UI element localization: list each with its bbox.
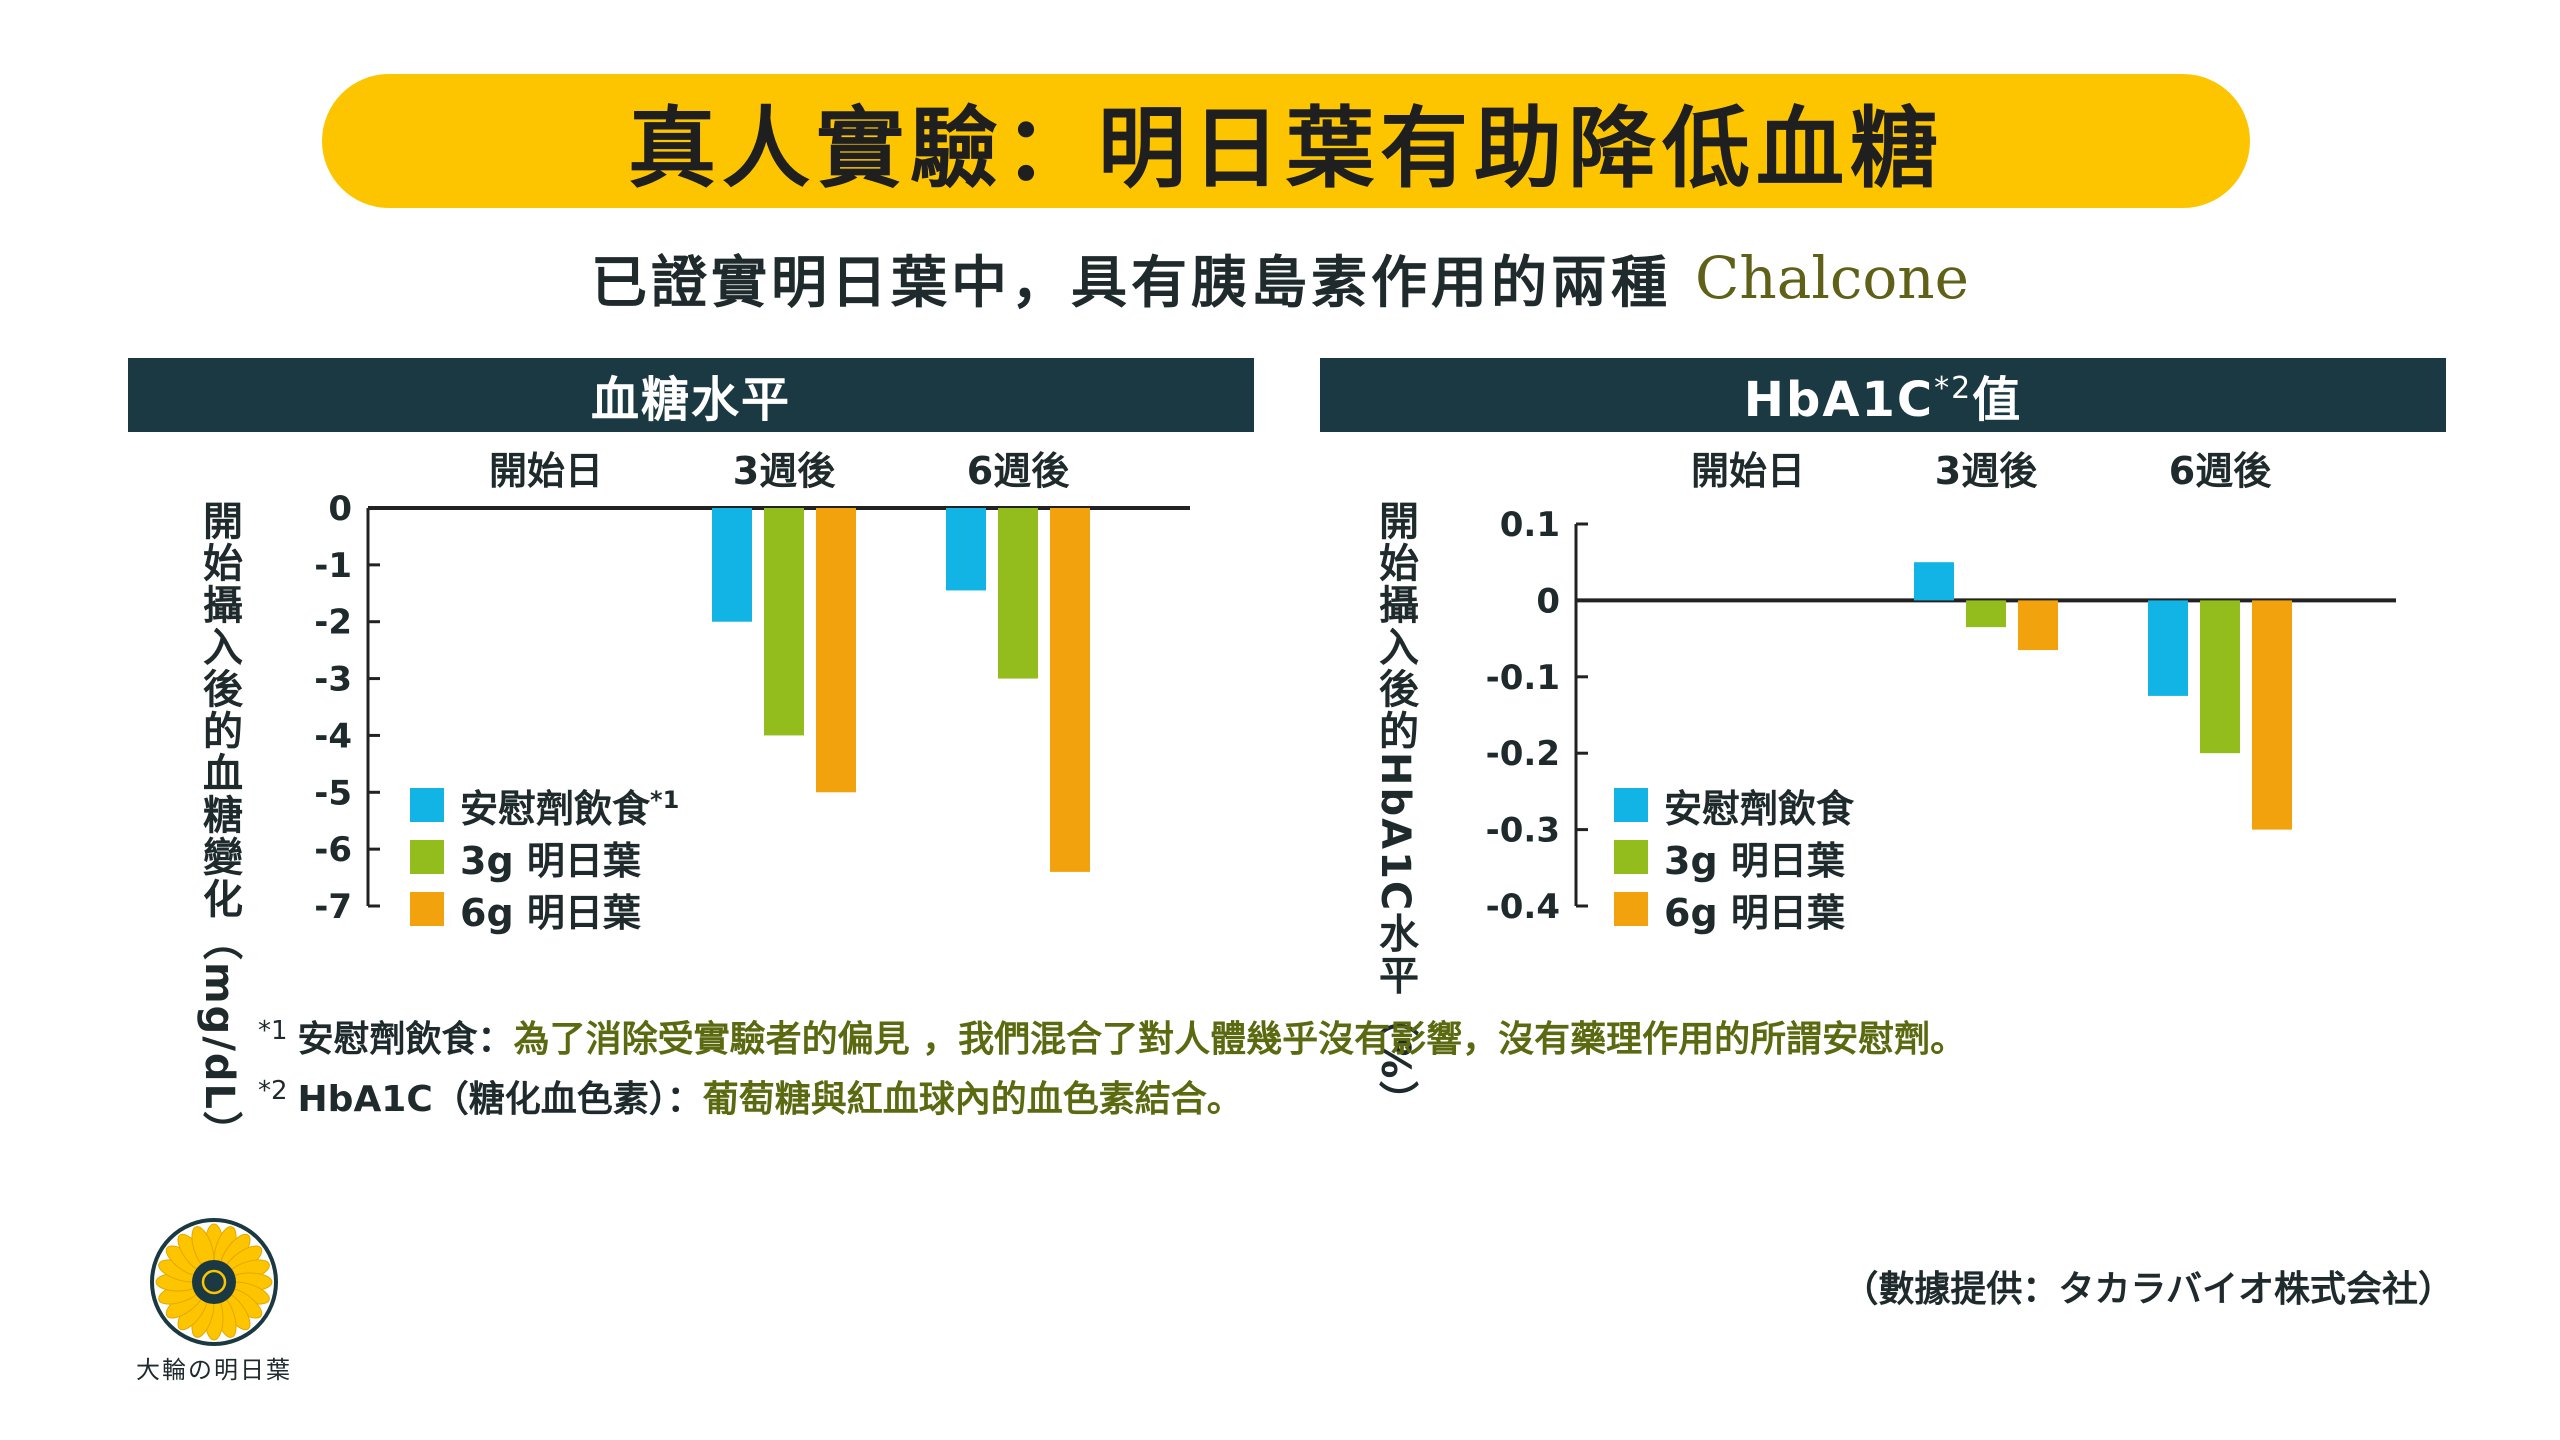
blood-sugar-y-axis-title: 開始攝入後的血糖變化（mg/dL） bbox=[196, 500, 242, 1154]
y-tick-label: -2 bbox=[314, 603, 352, 643]
hba1c-legend-label-6g: 6g 明日葉 bbox=[1664, 890, 1845, 935]
bar bbox=[764, 508, 804, 736]
footnote-text-1: 為了消除受實驗者的偏見 ，我們混合了對人體幾乎沒有影響，沒有藥理作用的所謂安慰劑… bbox=[513, 1019, 1967, 1060]
footnote-mark-1: *1 bbox=[258, 1016, 288, 1046]
brand-name: 大輪の明日葉 bbox=[136, 1356, 292, 1384]
x-category-label: 3週後 bbox=[733, 449, 836, 493]
hba1c-legend-swatch-3g bbox=[1614, 840, 1648, 874]
footnote-hba1c: *2 HbA1C（糖化血色素）：葡萄糖與紅血球內的血色素結合。 bbox=[258, 1070, 1243, 1122]
bar bbox=[2200, 600, 2240, 754]
y-tick-label: -0.3 bbox=[1486, 811, 1560, 851]
bar bbox=[946, 508, 986, 591]
blood-sugar-panel-title: 血糖水平 bbox=[590, 372, 791, 428]
hba1c-legend-swatch-placebo bbox=[1614, 788, 1648, 822]
hba1c-legend-item-3g: 3g 明日葉 bbox=[1614, 838, 1854, 883]
y-tick-label: -7 bbox=[314, 887, 352, 927]
x-category-label: 開始日 bbox=[489, 449, 603, 493]
blood-sugar-legend: 安慰劑飲食*1 3g 明日葉 6g 明日葉 bbox=[410, 786, 679, 935]
hba1c-panel-title: HbA1C*2值 bbox=[1744, 360, 2022, 430]
page-title: 真人實驗：明日葉有助降低血糖 bbox=[627, 96, 1944, 200]
blood-sugar-panel-header: 血糖水平 bbox=[128, 358, 1254, 432]
subtitle: 已證實明日葉中，具有胰島素作用的兩種 Chalcone bbox=[0, 238, 2560, 318]
hba1c-legend: 安慰劑飲食 3g 明日葉 6g 明日葉 bbox=[1614, 786, 1854, 935]
legend-label-placebo-text: 安慰劑飲食 bbox=[460, 786, 651, 831]
y-tick-label: -0.4 bbox=[1486, 887, 1560, 927]
x-category-label: 開始日 bbox=[1691, 449, 1805, 493]
legend-label-placebo: 安慰劑飲食*1 bbox=[460, 778, 679, 833]
hba1c-panel-header: HbA1C*2值 bbox=[1320, 358, 2446, 432]
subtitle-accent: Chalcone bbox=[1695, 244, 1969, 312]
bar bbox=[712, 508, 752, 622]
legend-label-6g: 6g 明日葉 bbox=[460, 890, 641, 935]
hba1c-title-tail: 值 bbox=[1972, 372, 2023, 428]
y-tick-label: -3 bbox=[314, 660, 352, 700]
y-tick-label: 0 bbox=[328, 489, 352, 529]
legend-swatch-6g bbox=[410, 892, 444, 926]
hba1c-chart: 0.1 0 -0.1 -0.2 -0.3 -0.4 開始日 3週後 6週後 bbox=[1486, 449, 2396, 927]
bar bbox=[816, 508, 856, 793]
y-tick-label: -5 bbox=[314, 773, 352, 813]
data-source: （數據提供：タカラバイオ株式会社） bbox=[1842, 1269, 2454, 1310]
hba1c-y-axis-title: 開始攝入後的HbA1C水平（%） bbox=[1372, 500, 1418, 1123]
legend-item-placebo: 安慰劑飲食*1 bbox=[410, 786, 679, 831]
legend-item-6g: 6g 明日葉 bbox=[410, 890, 679, 935]
hba1c-legend-item-placebo: 安慰劑飲食 bbox=[1614, 786, 1854, 831]
legend-footnote-mark: *1 bbox=[650, 785, 680, 814]
hba1c-title-sup: *2 bbox=[1934, 371, 1973, 406]
legend-swatch-3g bbox=[410, 840, 444, 874]
x-category-label: 6週後 bbox=[967, 449, 1070, 493]
bar bbox=[1914, 562, 1954, 601]
title-banner: 真人實驗：明日葉有助降低血糖 bbox=[322, 74, 2250, 208]
footnote-term-1: 安慰劑飲食： bbox=[297, 1019, 514, 1060]
footnote-text-2: 葡萄糖與紅血球內的血色素結合。 bbox=[702, 1079, 1243, 1120]
hba1c-legend-label-placebo: 安慰劑飲食 bbox=[1664, 786, 1855, 831]
y-tick-label: -0.1 bbox=[1486, 658, 1560, 698]
bar bbox=[2148, 600, 2188, 696]
hba1c-title-main: HbA1C bbox=[1743, 372, 1935, 428]
footnote-mark-2: *2 bbox=[258, 1076, 288, 1106]
legend-label-3g: 3g 明日葉 bbox=[460, 838, 641, 883]
bar bbox=[1050, 508, 1090, 872]
hba1c-legend-item-6g: 6g 明日葉 bbox=[1614, 890, 1854, 935]
x-category-label: 6週後 bbox=[2169, 449, 2272, 493]
y-tick-label: 0 bbox=[1536, 581, 1560, 621]
subtitle-main: 已證實明日葉中，具有胰島素作用的兩種 bbox=[591, 250, 1672, 316]
y-tick-label: -6 bbox=[314, 830, 352, 870]
y-tick-label: -1 bbox=[314, 546, 352, 586]
legend-item-3g: 3g 明日葉 bbox=[410, 838, 679, 883]
sunflower-logo-icon bbox=[150, 1218, 278, 1346]
y-tick-label: -0.2 bbox=[1486, 734, 1560, 774]
legend-swatch-placebo bbox=[410, 788, 444, 822]
bar bbox=[2252, 600, 2292, 830]
footnote-placebo: *1 安慰劑飲食：為了消除受實驗者的偏見 ，我們混合了對人體幾乎沒有影響，沒有藥理… bbox=[258, 1010, 1966, 1062]
bar bbox=[998, 508, 1038, 679]
x-category-label: 3週後 bbox=[1935, 449, 2038, 493]
hba1c-legend-label-3g: 3g 明日葉 bbox=[1664, 838, 1845, 883]
y-tick-label: 0.1 bbox=[1500, 505, 1560, 545]
footnote-term-2: HbA1C（糖化血色素）： bbox=[297, 1079, 703, 1120]
y-tick-label: -4 bbox=[314, 716, 352, 756]
bar bbox=[1966, 600, 2006, 628]
blood-sugar-chart: 0 -1 -2 -3 -4 -5 -6 -7 開始日 3週後 6週後 bbox=[314, 449, 1190, 927]
bar bbox=[2018, 600, 2058, 651]
hba1c-legend-swatch-6g bbox=[1614, 892, 1648, 926]
